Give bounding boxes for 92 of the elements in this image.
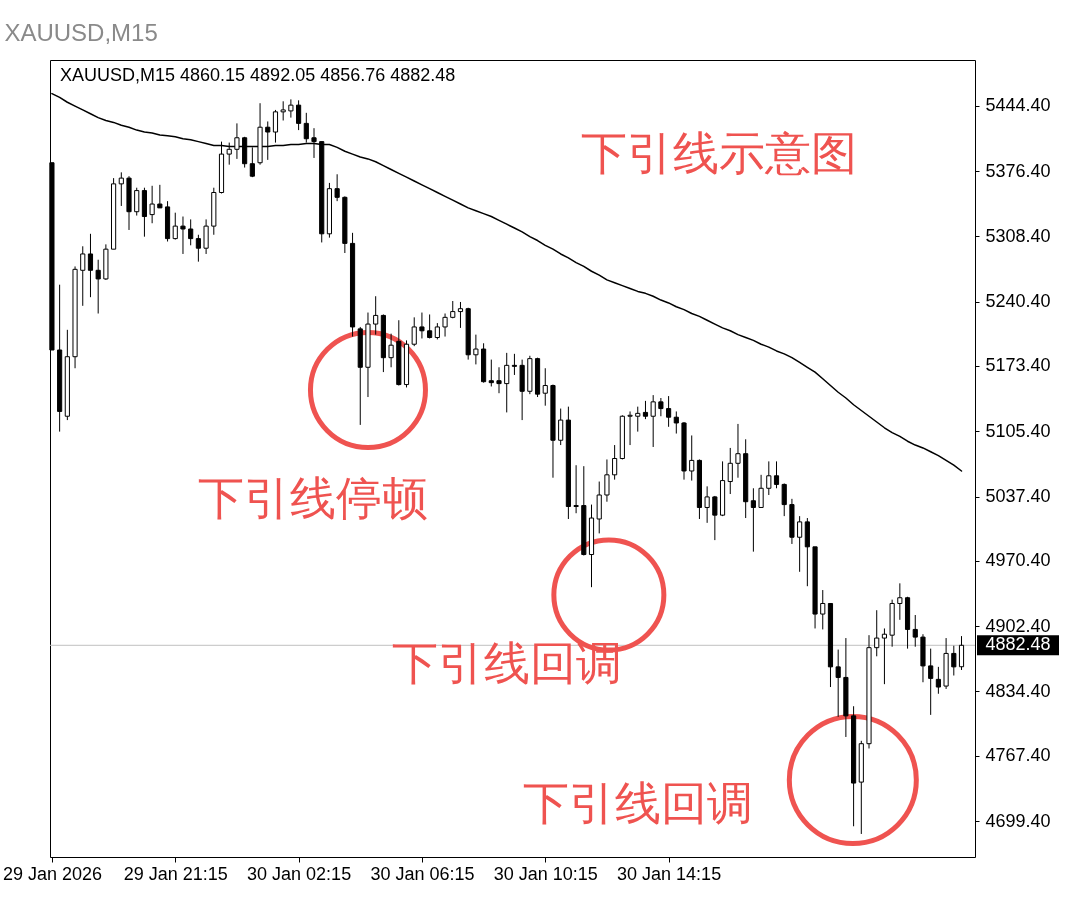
candlestick: [773, 460, 780, 489]
chart-subtitle: XAUUSD,M15 4860.15 4892.05 4856.76 4882.48: [60, 65, 456, 85]
chart-title: XAUUSD,M15: [4, 19, 158, 46]
candlestick: [542, 367, 548, 407]
candlestick: [666, 395, 672, 428]
candlestick: [689, 434, 695, 482]
candlestick: [411, 316, 417, 347]
candlestick: [95, 259, 101, 314]
candlestick: [727, 447, 733, 495]
candlestick: [558, 408, 564, 446]
candlestick: [157, 184, 163, 209]
y-tick-label: 4767.40: [985, 745, 1051, 766]
candlestick: [935, 666, 941, 695]
candlestick: [195, 234, 201, 263]
candlestick: [712, 495, 718, 541]
candlestick: [511, 353, 518, 376]
candlestick: [951, 645, 957, 677]
y-tick-label: 4902.40: [985, 615, 1051, 636]
candlestick: [80, 245, 86, 307]
candlestick: [296, 99, 302, 131]
candlestick: [750, 487, 756, 553]
candlestick: [658, 397, 664, 417]
candlestick: [249, 146, 255, 178]
candlestick: [118, 171, 124, 207]
candlestick: [388, 333, 394, 368]
annotation: 下引线示意图: [581, 127, 858, 179]
x-tick-label: 29 Jan 2026: [2, 863, 102, 884]
candlestick: [650, 394, 656, 448]
candlestick: [612, 444, 618, 481]
candlestick: [234, 122, 240, 160]
candlestick: [897, 582, 903, 621]
x-tick-label: 30 Jan 02:15: [247, 863, 352, 884]
candlestick: [504, 352, 510, 413]
candlestick: [180, 216, 186, 255]
y-tick-label: 4970.40: [985, 550, 1051, 571]
candlestick: [673, 410, 679, 435]
candlestick: [874, 609, 880, 657]
candlestick: [735, 423, 741, 479]
candlestick: [604, 458, 610, 503]
candlestick: [442, 313, 448, 338]
candlestick: [797, 515, 803, 573]
candlestick: [427, 313, 433, 339]
y-tick-label: 5105.40: [985, 420, 1051, 441]
candlestick: [766, 460, 772, 496]
candlestick: [473, 334, 479, 365]
candlestick: [419, 312, 425, 339]
y-tick-label: 5240.40: [985, 291, 1051, 312]
candlestick: [958, 635, 965, 671]
candlestick: [881, 627, 888, 685]
annotation: 下引线停顿: [198, 472, 429, 524]
x-tick-label: 30 Jan 10:15: [493, 863, 598, 884]
y-tick-label: 5444.40: [985, 95, 1051, 116]
candlestick: [627, 410, 633, 446]
y-tick-label: 4699.40: [985, 810, 1051, 831]
candlestick: [172, 212, 178, 241]
candlestick: [272, 109, 279, 144]
x-tick-label: 30 Jan 14:15: [617, 863, 722, 884]
y-tick-label: 5308.40: [985, 225, 1051, 246]
candlestick: [912, 614, 918, 648]
candlestick: [496, 366, 502, 394]
y-tick-label: 4834.40: [985, 680, 1051, 701]
candlestick: [820, 589, 826, 630]
candlestick: [642, 400, 649, 420]
candlestick: [835, 649, 841, 718]
candlestick: [704, 485, 710, 524]
candlestick: [226, 142, 232, 166]
candlestick: [488, 359, 494, 387]
candlestick: [635, 406, 641, 433]
x-tick-label: 29 Jan 21:15: [123, 863, 228, 884]
candlestick: [203, 218, 209, 255]
candlestick: [188, 218, 194, 246]
candlestick: [303, 112, 309, 144]
candlestick: [457, 301, 464, 329]
x-tick-label: 30 Jan 06:15: [370, 863, 475, 884]
candlestick: [280, 100, 286, 121]
candlestick: [928, 648, 934, 716]
y-tick-label: 5037.40: [985, 486, 1051, 507]
candlestick: [334, 173, 340, 202]
candlestick: [265, 120, 271, 161]
candlestick: [149, 185, 155, 224]
y-tick-label: 5173.40: [985, 355, 1051, 376]
candlestick: [758, 474, 764, 508]
candlestick: [134, 187, 140, 217]
candlestick: [573, 464, 579, 514]
y-tick-label: 5376.40: [985, 160, 1051, 181]
candlestick: [781, 482, 787, 517]
annotation: 下引线回调: [522, 777, 753, 829]
candlestick: [87, 233, 94, 298]
candlestick: [373, 295, 379, 336]
ref-line-label: 4882.48: [985, 634, 1051, 655]
candlestick: [288, 98, 294, 119]
candlestick: [311, 127, 317, 159]
